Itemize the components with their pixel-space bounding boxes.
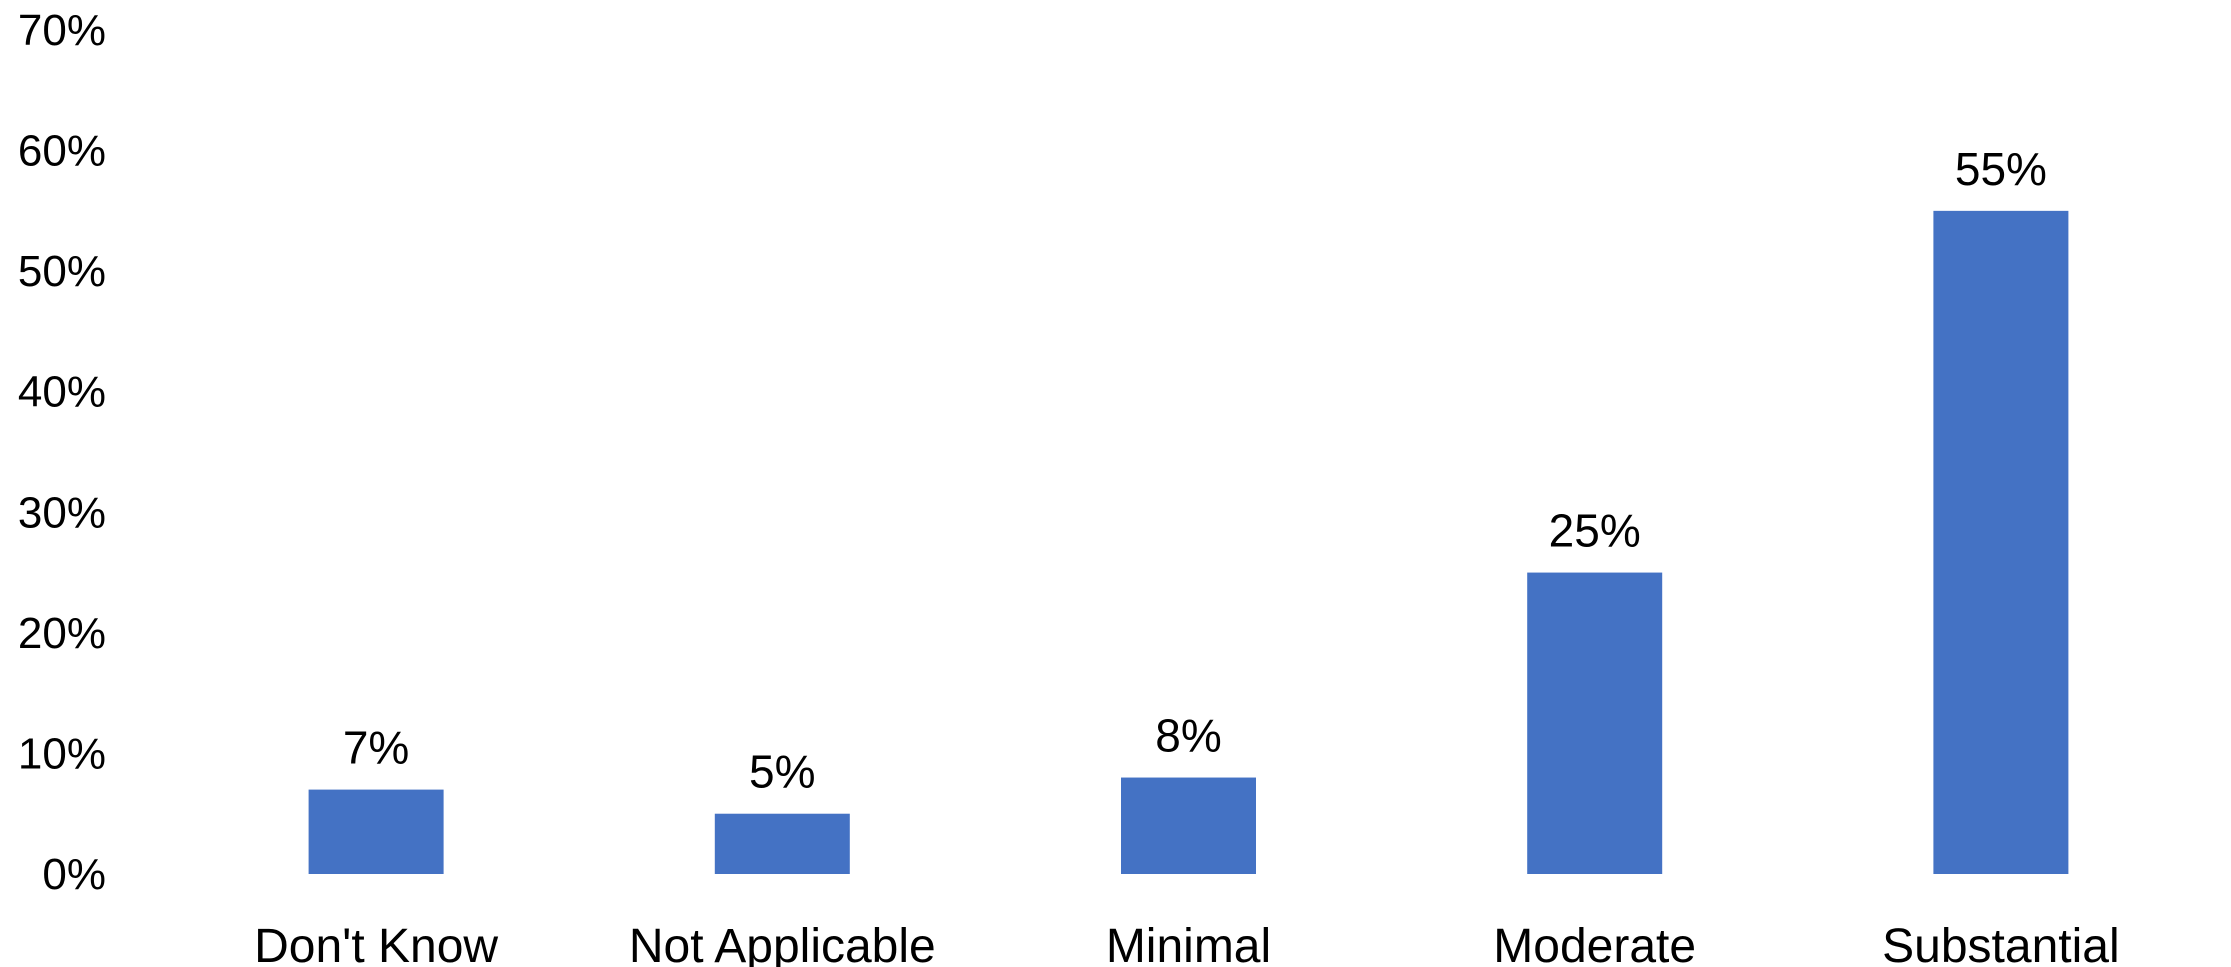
bar bbox=[1527, 572, 1663, 874]
y-tick-label: 10% bbox=[18, 729, 106, 778]
bars bbox=[308, 210, 2069, 874]
data-label: 25% bbox=[1549, 505, 1641, 557]
x-category-label: Substantial bbox=[1882, 920, 2120, 967]
bar bbox=[1933, 210, 2069, 874]
y-axis: 0% 10% 20% 30% 40% 50% 60% 70% bbox=[18, 6, 106, 899]
x-axis: Don't Know Not Applicable Minimal Moderate S… bbox=[254, 920, 2120, 967]
y-tick-label: 60% bbox=[18, 127, 106, 176]
y-tick-label: 40% bbox=[18, 368, 106, 417]
bar bbox=[714, 813, 850, 874]
y-tick-label: 20% bbox=[18, 609, 106, 658]
bar bbox=[308, 789, 444, 874]
x-category-label: Not Applicable bbox=[629, 920, 936, 967]
data-labels: 7% 5% 8% 25% 55% bbox=[343, 143, 2047, 798]
x-category-label: Moderate bbox=[1493, 920, 1696, 967]
data-label: 55% bbox=[1955, 143, 2047, 195]
y-tick-label: 70% bbox=[18, 6, 106, 55]
data-label: 7% bbox=[343, 722, 409, 774]
y-tick-label: 50% bbox=[18, 247, 106, 296]
bar bbox=[1121, 777, 1256, 874]
x-category-label: Minimal bbox=[1106, 920, 1271, 967]
y-tick-label: 0% bbox=[42, 850, 106, 899]
y-tick-label: 30% bbox=[18, 488, 106, 537]
data-label: 5% bbox=[749, 746, 815, 798]
x-category-label: Don't Know bbox=[254, 920, 498, 967]
data-label: 8% bbox=[1155, 710, 1221, 762]
